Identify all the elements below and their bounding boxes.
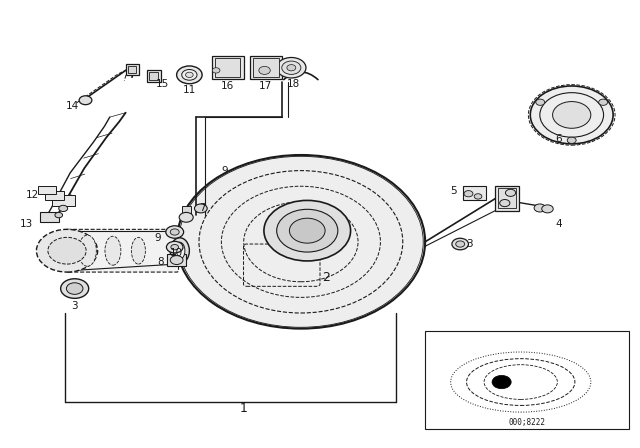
Circle shape	[177, 155, 425, 329]
Circle shape	[474, 194, 482, 199]
Circle shape	[48, 237, 86, 264]
Circle shape	[264, 200, 351, 261]
Circle shape	[506, 189, 516, 196]
Bar	[250, 56, 282, 79]
Circle shape	[67, 283, 83, 294]
Bar	[425, 331, 629, 429]
Ellipse shape	[105, 236, 121, 265]
Circle shape	[567, 137, 576, 143]
FancyBboxPatch shape	[67, 229, 179, 272]
Circle shape	[166, 241, 183, 253]
Bar	[215, 58, 241, 77]
Circle shape	[182, 69, 197, 80]
Bar	[253, 58, 278, 77]
Text: 2: 2	[323, 271, 330, 284]
Circle shape	[61, 279, 89, 298]
Circle shape	[212, 68, 220, 73]
Circle shape	[456, 241, 465, 247]
Bar	[147, 70, 161, 82]
Circle shape	[500, 199, 510, 207]
Circle shape	[464, 190, 473, 197]
Text: 16: 16	[221, 81, 234, 91]
Ellipse shape	[131, 237, 145, 264]
Ellipse shape	[175, 242, 185, 259]
Text: 9: 9	[154, 233, 161, 243]
Bar	[182, 206, 191, 217]
Circle shape	[552, 102, 591, 128]
Ellipse shape	[170, 238, 189, 263]
Circle shape	[59, 205, 68, 211]
Circle shape	[79, 96, 92, 105]
Text: 3: 3	[71, 302, 78, 311]
Circle shape	[170, 229, 179, 235]
Bar	[52, 195, 75, 206]
Bar	[45, 190, 64, 199]
Text: 17: 17	[259, 81, 273, 91]
Circle shape	[36, 229, 98, 272]
Circle shape	[276, 209, 338, 252]
Bar	[463, 186, 486, 199]
Circle shape	[536, 99, 545, 105]
Circle shape	[598, 99, 607, 105]
Circle shape	[177, 66, 202, 84]
Circle shape	[170, 256, 183, 264]
Bar	[40, 212, 59, 222]
Text: 14: 14	[66, 101, 79, 111]
Bar	[167, 254, 186, 266]
Bar	[148, 72, 158, 80]
Circle shape	[282, 61, 301, 74]
Circle shape	[186, 72, 193, 78]
Text: 1: 1	[239, 402, 248, 415]
Text: 11: 11	[183, 86, 196, 95]
Circle shape	[531, 86, 613, 144]
Text: 3: 3	[467, 239, 473, 249]
Circle shape	[541, 205, 553, 213]
Circle shape	[166, 226, 184, 238]
Text: 18: 18	[287, 79, 300, 89]
Text: 10: 10	[170, 248, 183, 258]
Text: 15: 15	[156, 79, 168, 89]
Bar	[499, 188, 516, 208]
Circle shape	[171, 245, 179, 250]
Circle shape	[55, 212, 63, 218]
Circle shape	[289, 218, 325, 243]
Text: 6: 6	[556, 134, 563, 144]
Circle shape	[276, 57, 306, 78]
Bar	[495, 186, 520, 211]
Text: 5: 5	[451, 185, 457, 196]
Bar	[212, 56, 244, 79]
Circle shape	[287, 65, 296, 71]
Circle shape	[452, 238, 468, 250]
Text: 8: 8	[157, 257, 164, 267]
Bar	[128, 65, 136, 73]
Circle shape	[195, 204, 207, 213]
Text: 000;8222: 000;8222	[509, 418, 545, 426]
Circle shape	[492, 375, 511, 389]
Bar	[38, 186, 56, 194]
Text: 7: 7	[199, 203, 205, 213]
Text: 13: 13	[20, 219, 33, 229]
Text: 4: 4	[556, 219, 563, 229]
Text: 9: 9	[221, 166, 228, 176]
Circle shape	[534, 204, 545, 212]
Circle shape	[259, 66, 270, 74]
Bar	[126, 64, 139, 75]
Circle shape	[179, 212, 193, 222]
Ellipse shape	[79, 235, 97, 266]
Text: 12: 12	[26, 190, 38, 200]
